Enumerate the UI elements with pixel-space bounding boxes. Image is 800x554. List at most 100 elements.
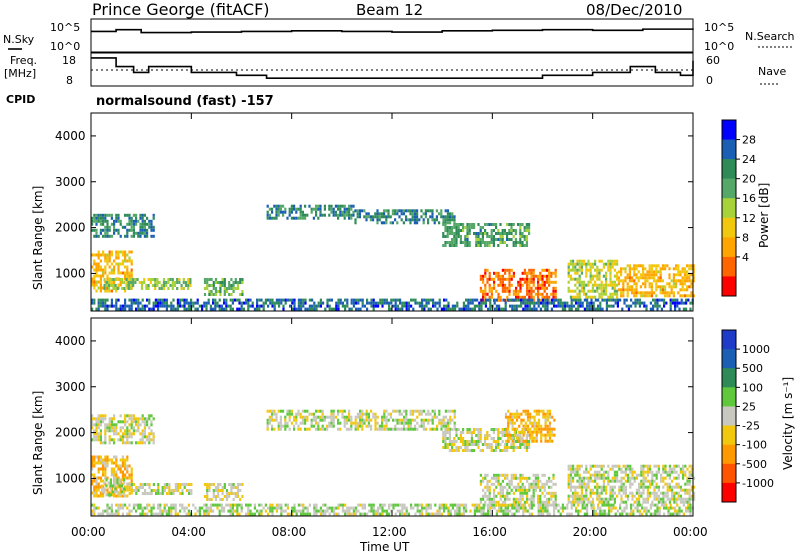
heatmap-cell xyxy=(275,503,278,507)
heatmap-cell xyxy=(460,307,463,311)
heatmap-cell xyxy=(644,282,647,286)
heatmap-cell xyxy=(124,271,127,275)
heatmap-cell xyxy=(598,500,601,504)
heatmap-cell xyxy=(119,467,122,471)
heatmap-cell xyxy=(99,213,102,217)
heatmap-cell xyxy=(503,241,506,244)
heatmap-cell xyxy=(631,285,634,289)
heatmap-cell xyxy=(548,283,551,287)
heatmap-cell xyxy=(385,509,388,513)
heatmap-cell xyxy=(488,488,491,492)
heatmap-cell xyxy=(693,485,696,489)
heatmap-cell xyxy=(121,435,124,439)
heatmap-cell xyxy=(484,292,487,296)
nave-label: Nave xyxy=(758,65,786,78)
heatmap-cell xyxy=(504,503,507,507)
heatmap-cell xyxy=(602,286,605,290)
heatmap-cell xyxy=(642,476,645,480)
heatmap-cell xyxy=(271,210,274,214)
heatmap-cell xyxy=(236,509,239,513)
heatmap-cell xyxy=(642,470,645,474)
heatmap-cell xyxy=(447,301,450,305)
heatmap-cell xyxy=(548,298,551,302)
heatmap-cell xyxy=(499,437,502,440)
heatmap-cell xyxy=(141,225,144,229)
heatmap-cell xyxy=(152,441,155,445)
heatmap-cell xyxy=(618,479,621,483)
heatmap-cell xyxy=(613,283,616,287)
heatmap-cell xyxy=(102,467,105,471)
heatmap-cell xyxy=(690,497,693,501)
heatmap-cell xyxy=(97,470,100,474)
heatmap-cell xyxy=(93,488,96,492)
heatmap-cell xyxy=(499,277,502,281)
heatmap-cell xyxy=(104,265,107,269)
heatmap-cell xyxy=(444,415,447,419)
heatmap-cell xyxy=(210,284,213,287)
heatmap-cell xyxy=(172,492,175,495)
heatmap-cell xyxy=(670,288,673,292)
heatmap-cell xyxy=(275,210,278,214)
heatmap-cell xyxy=(130,417,133,421)
heatmap-cell xyxy=(341,415,344,419)
heatmap-cell xyxy=(576,271,579,275)
heatmap-cell xyxy=(512,446,515,449)
heatmap-cell xyxy=(519,283,522,287)
heatmap-cell xyxy=(271,298,274,302)
heatmap-cell xyxy=(169,278,172,281)
heatmap-cell xyxy=(488,223,491,226)
heatmap-cell xyxy=(383,424,386,428)
heatmap-cell xyxy=(552,295,555,299)
heatmap-cell xyxy=(135,298,138,302)
heatmap-cell xyxy=(374,412,377,416)
heatmap-cell xyxy=(160,284,163,287)
noise-panel: N.Sky 10^5 10^0 10^5 10^0 N.Search xyxy=(3,18,795,53)
heatmap-cell xyxy=(128,423,131,427)
heatmap-cell xyxy=(258,512,261,516)
heatmap-cell xyxy=(454,503,457,507)
heatmap-cell xyxy=(99,268,102,272)
heatmap-cell xyxy=(315,204,318,208)
heatmap-cell xyxy=(416,506,419,510)
heatmap-cell xyxy=(511,298,514,302)
heatmap-cell xyxy=(249,298,252,302)
heatmap-cell xyxy=(277,424,280,428)
heatmap-cell xyxy=(523,271,526,275)
heatmap-cell xyxy=(374,421,377,425)
heatmap-cell xyxy=(578,476,581,480)
heatmap-cell xyxy=(521,235,524,238)
heatmap-cell xyxy=(497,295,500,299)
heatmap-cell xyxy=(646,270,649,274)
heatmap-cell xyxy=(410,503,413,507)
heatmap-cell xyxy=(132,222,135,226)
heatmap-cell xyxy=(326,509,329,513)
heatmap-cell xyxy=(433,218,436,222)
heatmap-cell xyxy=(115,494,118,498)
heatmap-cell xyxy=(460,503,463,507)
heatmap-cell xyxy=(104,256,107,260)
heatmap-cell xyxy=(312,216,315,220)
heatmap-cell xyxy=(528,497,531,501)
heatmap-cell xyxy=(492,440,495,443)
heatmap-cell xyxy=(372,509,375,513)
heatmap-cell xyxy=(655,482,658,486)
heatmap-cell xyxy=(110,298,113,302)
heatmap-cell xyxy=(357,298,360,302)
heatmap-cell xyxy=(123,281,126,284)
heatmap-cell xyxy=(489,304,492,308)
heatmap-cell xyxy=(576,295,579,299)
heatmap-cell xyxy=(537,476,540,480)
heatmap-cell xyxy=(462,449,465,452)
heatmap-cell xyxy=(128,304,131,308)
heatmap-cell xyxy=(258,298,261,302)
heatmap-cell xyxy=(499,283,502,287)
heatmap-cell xyxy=(681,267,684,271)
heatmap-cell xyxy=(284,301,287,305)
heatmap-cell xyxy=(569,259,572,263)
heatmap-cell xyxy=(643,301,646,305)
heatmap-cell xyxy=(651,473,654,477)
heatmap-cell xyxy=(688,273,691,277)
heatmap-cell xyxy=(104,298,107,302)
colorbar-swatch xyxy=(722,120,736,141)
heatmap-cell xyxy=(524,301,527,305)
